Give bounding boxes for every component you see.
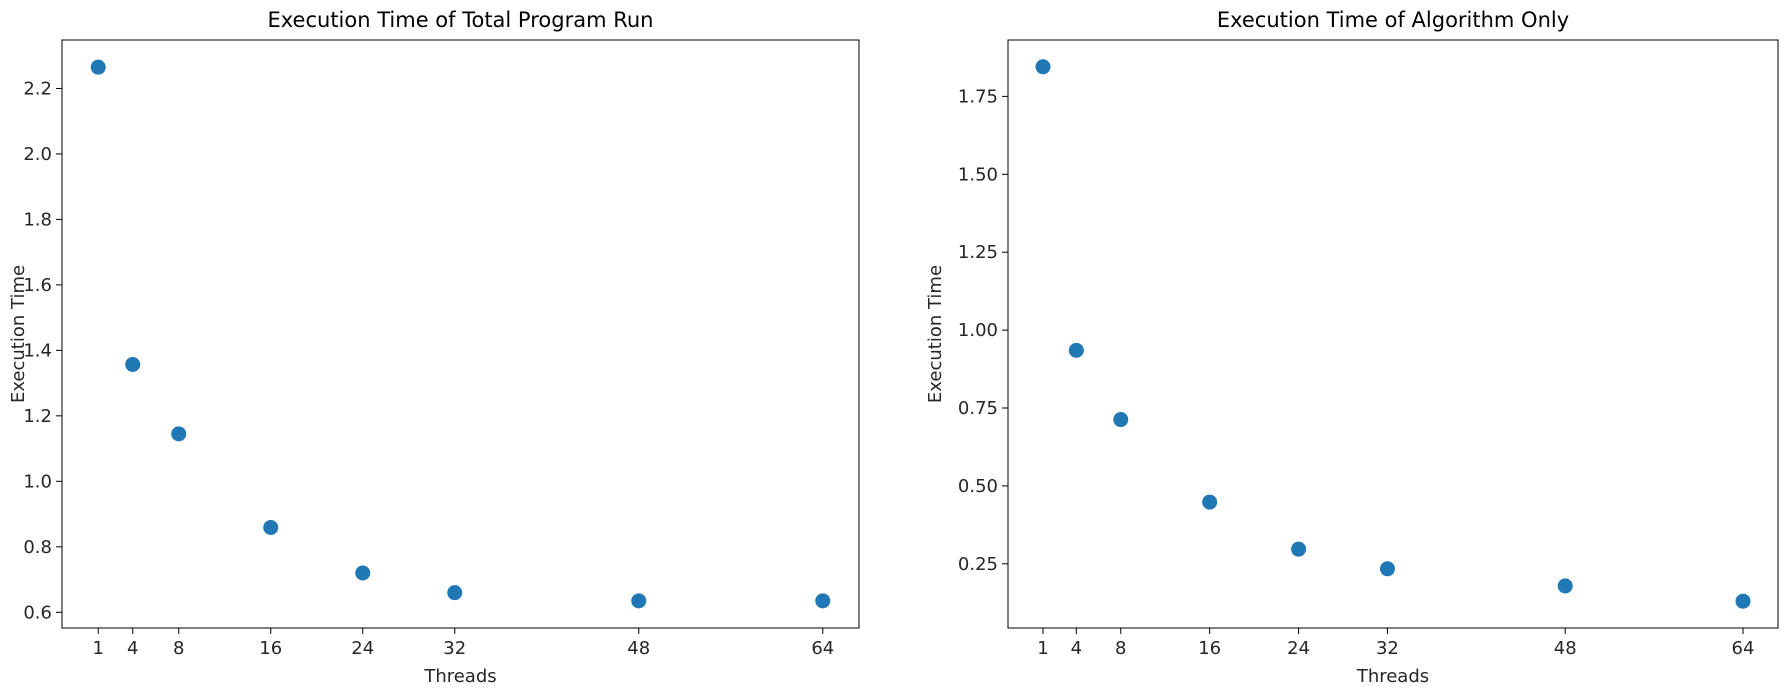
x-tick-label: 4 <box>1071 638 1082 659</box>
data-point <box>631 593 647 609</box>
data-point <box>355 565 371 581</box>
x-tick-label: 32 <box>1376 638 1399 659</box>
x-tick-label: 32 <box>443 638 466 659</box>
x-tick-label: 48 <box>627 638 650 659</box>
data-point <box>447 585 463 601</box>
y-tick-label: 1.2 <box>23 406 52 427</box>
data-point <box>171 426 187 442</box>
y-axis-label: Execution Time <box>8 265 29 403</box>
data-point <box>1379 561 1395 577</box>
x-tick-label: 8 <box>1115 638 1126 659</box>
data-point <box>263 519 279 535</box>
x-axis-label: Threads <box>1356 666 1429 687</box>
y-tick-label: 2.0 <box>23 144 52 165</box>
x-tick-label: 24 <box>1287 638 1310 659</box>
y-tick-label: 0.25 <box>958 554 998 575</box>
y-tick-label: 0.50 <box>958 476 998 497</box>
y-tick-label: 0.8 <box>23 537 52 558</box>
y-tick-label: 1.00 <box>958 320 998 341</box>
chart-algorithm-only: 1 4 8 16 24 32 48 640.250.500.751.001.251.501.7… <box>925 8 1779 687</box>
y-tick-label: 1.0 <box>23 471 52 492</box>
x-tick-label: 24 <box>351 638 374 659</box>
chart-title: Execution Time of Total Program Run <box>268 8 654 32</box>
y-tick-label: 1.8 <box>23 209 52 230</box>
y-tick-label: 1.75 <box>958 86 998 107</box>
y-tick-label: 0.6 <box>23 602 52 623</box>
x-tick-label: 8 <box>173 638 184 659</box>
y-tick-label: 1.6 <box>23 275 52 296</box>
chart-total-program-run: 1 4 8 16 24 32 48 640.60.81.01.21.41.61.82.02.2… <box>8 8 860 687</box>
data-point <box>90 59 106 75</box>
x-axis-label: Threads <box>423 666 496 687</box>
x-tick-label: 4 <box>127 638 138 659</box>
y-axis-label: Execution Time <box>925 265 946 403</box>
y-tick-label: 1.50 <box>958 164 998 185</box>
data-point <box>1557 578 1573 594</box>
plot-frame <box>1007 39 1779 629</box>
y-tick-label: 2.2 <box>23 78 52 99</box>
x-tick-label: 16 <box>1198 638 1221 659</box>
data-point <box>1113 412 1129 428</box>
y-tick-label: 0.75 <box>958 398 998 419</box>
y-tick-label: 1.25 <box>958 242 998 263</box>
chart-title: Execution Time of Algorithm Only <box>1217 8 1569 32</box>
data-point <box>1202 494 1218 510</box>
data-point <box>1035 59 1051 75</box>
data-point <box>1068 342 1084 358</box>
data-point <box>1291 541 1307 557</box>
x-tick-label: 1 <box>93 638 104 659</box>
plot-frame <box>61 39 860 629</box>
data-point <box>815 593 831 609</box>
x-tick-label: 64 <box>811 638 834 659</box>
x-tick-label: 1 <box>1037 638 1048 659</box>
x-tick-label: 48 <box>1554 638 1577 659</box>
x-tick-label: 16 <box>259 638 282 659</box>
data-point <box>1735 593 1751 609</box>
y-tick-label: 1.4 <box>23 340 52 361</box>
data-point <box>125 356 141 372</box>
x-tick-label: 64 <box>1732 638 1755 659</box>
